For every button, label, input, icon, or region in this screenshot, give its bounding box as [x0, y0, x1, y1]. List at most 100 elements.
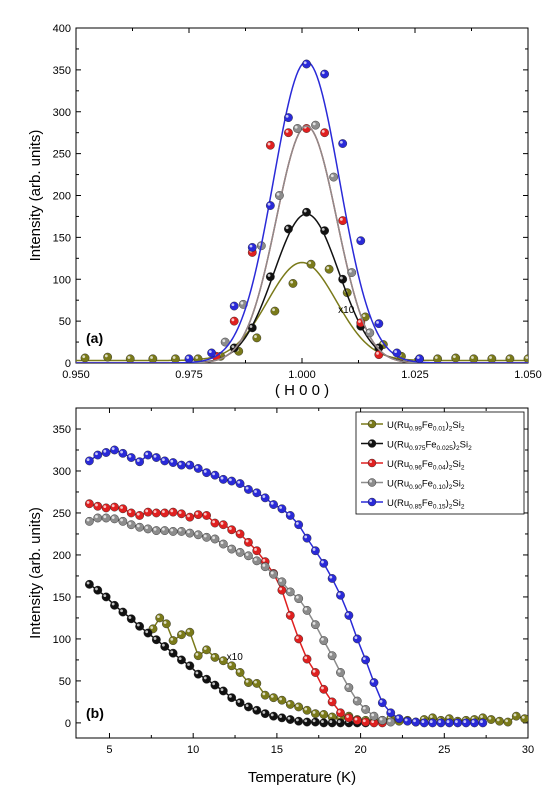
data-point-highlight	[249, 325, 253, 328]
data-point	[235, 698, 245, 708]
data-point-highlight	[203, 676, 207, 680]
data-point	[118, 504, 128, 514]
data-point-highlight	[220, 522, 224, 525]
data-point	[168, 636, 178, 645]
data-point-highlight	[145, 509, 149, 513]
data-point	[327, 574, 337, 583]
legend-subscript: 2	[468, 445, 472, 452]
legend-subscript: 2	[449, 504, 453, 511]
data-point-highlight	[111, 602, 115, 606]
data-point	[118, 448, 128, 458]
data-point	[365, 328, 375, 338]
data-point	[284, 113, 293, 123]
data-point	[151, 453, 161, 462]
data-point-highlight	[187, 629, 190, 633]
legend-text: )	[446, 479, 449, 490]
data-point-highlight	[285, 226, 289, 230]
data-point-highlight	[270, 713, 274, 717]
data-point	[185, 512, 195, 522]
data-point-highlight	[153, 510, 157, 514]
data-point-highlight	[270, 571, 274, 575]
data-point-highlight	[195, 671, 199, 675]
data-point-highlight	[362, 657, 366, 661]
data-point	[252, 679, 262, 688]
data-point	[227, 525, 237, 535]
legend-box	[355, 411, 525, 515]
data-point-highlight	[245, 679, 249, 683]
data-point	[294, 634, 304, 644]
data-point-highlight	[270, 501, 274, 505]
data-point	[336, 590, 345, 600]
legend-subscript: 0.04	[433, 465, 446, 472]
data-point	[227, 544, 237, 554]
y-tick-label: 150	[53, 232, 71, 244]
data-point-highlight	[153, 637, 157, 640]
data-point-highlight	[245, 486, 249, 490]
data-point	[84, 499, 94, 509]
data-point	[177, 509, 186, 519]
data-point-highlight	[304, 607, 308, 611]
data-point-highlight	[111, 447, 115, 451]
series-4	[84, 513, 396, 727]
data-point-highlight	[245, 553, 249, 556]
data-point-highlight	[287, 512, 291, 516]
data-point	[436, 718, 446, 728]
y-tick-label: 0	[65, 718, 71, 730]
data-point-highlight	[162, 510, 165, 514]
data-point-highlight	[279, 715, 283, 718]
data-point-highlight	[362, 719, 366, 723]
data-point-highlight	[295, 522, 299, 525]
data-point	[377, 698, 387, 708]
data-point	[503, 717, 513, 727]
data-point-highlight	[187, 514, 190, 518]
data-point	[193, 510, 203, 520]
data-point	[324, 264, 334, 274]
data-point	[310, 620, 320, 630]
series-4	[76, 120, 528, 363]
data-point	[344, 683, 354, 693]
data-point-highlight	[195, 356, 199, 359]
panel-a-chart: 0.950 0.975 1.000 1.025 1.050 0 50 100 150 200 250…	[27, 23, 542, 399]
data-point-highlight	[136, 459, 140, 462]
legend-marker	[367, 478, 377, 487]
data-point-highlight	[429, 720, 433, 723]
series-line	[76, 125, 528, 363]
data-point-highlight	[162, 527, 165, 531]
data-point-highlight	[187, 462, 190, 466]
data-point	[374, 319, 384, 329]
data-point-highlight	[162, 643, 165, 647]
legend-subscript: 2	[461, 504, 465, 511]
legend-item: U(Ru0.975Fe0.025)2Si2	[361, 439, 472, 453]
data-point-highlight	[103, 505, 107, 509]
data-point	[218, 686, 228, 696]
data-point-highlight	[262, 710, 266, 714]
legend-subscript: 2	[449, 484, 453, 491]
data-point-highlight	[312, 719, 316, 723]
data-point-highlight	[195, 465, 199, 469]
data-point-highlight	[354, 636, 358, 640]
data-point	[277, 504, 287, 514]
data-point-highlight	[279, 506, 283, 509]
data-point-highlight	[186, 356, 190, 359]
legend-label: U(Ru0.975Fe0.025)2Si2	[387, 440, 472, 453]
data-point-highlight	[120, 506, 123, 509]
data-point	[135, 522, 145, 532]
y-tick-label: 300	[53, 466, 71, 478]
data-point-highlight	[212, 472, 216, 476]
data-point-highlight	[312, 621, 316, 625]
data-point	[338, 139, 348, 148]
data-point	[386, 717, 396, 727]
data-point-highlight	[308, 261, 312, 265]
y-tick-label: 200	[53, 550, 71, 562]
data-point-highlight	[86, 458, 90, 462]
data-point	[319, 710, 329, 719]
data-point-highlight	[220, 541, 224, 545]
data-point	[168, 507, 178, 517]
y-tick-label: 0	[65, 358, 71, 370]
panel-label: (a)	[86, 330, 103, 346]
data-point	[193, 669, 203, 679]
data-point-highlight	[287, 589, 291, 592]
data-point	[336, 718, 345, 728]
data-point-highlight	[170, 637, 174, 641]
data-point	[202, 511, 211, 520]
